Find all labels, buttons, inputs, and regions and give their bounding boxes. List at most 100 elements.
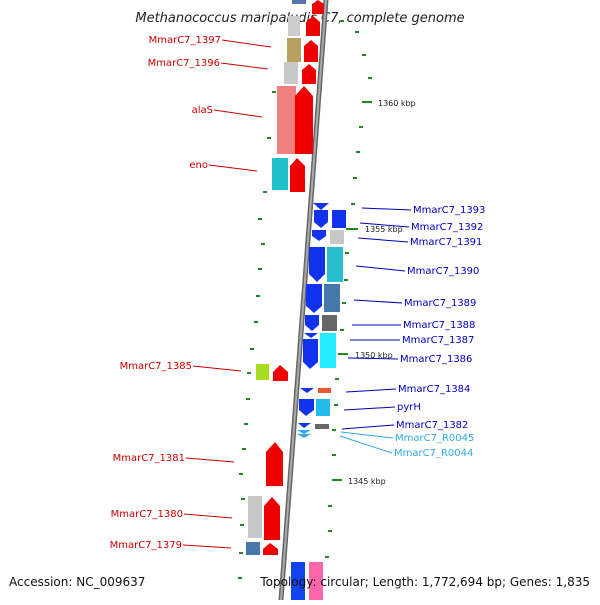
gene-block[interactable] (272, 158, 288, 190)
gene-arrow[interactable] (303, 339, 318, 369)
gene-label[interactable]: MmarC7_1397 (149, 35, 221, 46)
ruler-tick (334, 404, 338, 406)
gene-block[interactable] (292, 0, 306, 4)
gene-label[interactable]: MmarC7_1390 (407, 266, 479, 277)
gene-label[interactable]: MmarC7_R0045 (395, 433, 474, 444)
gene-block[interactable] (332, 210, 346, 228)
label-leader-line (357, 237, 409, 243)
label-leader-line (340, 431, 394, 439)
label-leader-line (347, 357, 399, 360)
gene-arrow[interactable] (290, 158, 305, 192)
gene-label[interactable]: MmarC7_1393 (413, 205, 485, 216)
gene-label[interactable]: MmarC7_1379 (110, 540, 182, 551)
gene-arrow[interactable] (263, 543, 278, 555)
rna-arrow[interactable] (297, 434, 311, 438)
gene-arrow[interactable] (266, 442, 283, 486)
ruler-tick (241, 498, 245, 500)
gene-block[interactable] (316, 399, 330, 416)
gene-label[interactable]: MmarC7_1384 (398, 384, 470, 395)
ruler-tick (239, 473, 243, 475)
gene-label[interactable]: eno (189, 160, 208, 171)
gene-block[interactable] (322, 315, 337, 331)
gene-arrow[interactable] (304, 40, 318, 62)
ruler-tick (258, 268, 262, 270)
label-leader-line (213, 109, 263, 118)
rna-arrow[interactable] (297, 430, 311, 434)
label-leader-line (343, 406, 396, 411)
gene-arrow[interactable] (304, 333, 318, 338)
ruler-tick (344, 279, 348, 281)
gene-label[interactable]: MmarC7_1396 (148, 58, 220, 69)
gene-label[interactable]: pyrH (397, 402, 421, 413)
gene-arrow[interactable] (312, 0, 324, 14)
label-leader-line (339, 435, 393, 454)
gene-block[interactable] (320, 333, 336, 368)
gene-label[interactable]: MmarC7_1382 (396, 420, 468, 431)
gene-label[interactable]: MmarC7_1392 (411, 222, 483, 233)
ruler-tick (342, 302, 346, 304)
gene-arrow[interactable] (273, 365, 288, 381)
right-strand-features (297, 203, 346, 438)
ruler-tick (340, 20, 344, 22)
gene-block[interactable] (291, 562, 305, 600)
scale-label: 1345 kbp (348, 477, 386, 486)
ruler-tick (328, 505, 332, 507)
ruler-tick (238, 577, 242, 579)
gene-block[interactable] (330, 230, 344, 244)
gene-block[interactable] (284, 62, 298, 84)
gene-arrow[interactable] (300, 388, 314, 393)
gene-label[interactable]: MmarC7_1388 (403, 320, 475, 331)
gene-arrow[interactable] (306, 16, 320, 36)
gene-block[interactable] (248, 496, 262, 538)
gene-arrow[interactable] (298, 423, 311, 428)
ruler-tick (263, 191, 267, 193)
gene-block[interactable] (309, 562, 323, 600)
gene-block[interactable] (318, 388, 331, 393)
gene-block[interactable] (256, 364, 269, 380)
scale-label: 1350 kbp (355, 351, 393, 360)
ruler-tick (240, 524, 244, 526)
gene-arrow[interactable] (314, 210, 328, 228)
gene-arrow[interactable] (313, 203, 329, 210)
gene-label[interactable]: alaS (192, 105, 213, 116)
ruler-tick (356, 151, 360, 153)
gene-arrow[interactable] (295, 86, 313, 154)
ruler-tick (351, 203, 355, 205)
gene-label[interactable]: MmarC7_1387 (402, 335, 474, 346)
ruler-tick (246, 398, 250, 400)
ruler-tick (244, 423, 248, 425)
gene-arrow[interactable] (305, 315, 319, 331)
ruler-tick (332, 454, 336, 456)
label-leader-line (208, 164, 258, 172)
gene-block[interactable] (324, 284, 340, 312)
gene-arrow[interactable] (299, 399, 314, 416)
gene-block[interactable] (287, 38, 301, 62)
left-strand-features (246, 0, 324, 600)
gene-label[interactable]: MmarC7_R0044 (394, 448, 473, 459)
gene-label[interactable]: MmarC7_1380 (111, 509, 183, 520)
gene-block[interactable] (315, 424, 329, 429)
gene-block[interactable] (277, 86, 296, 154)
gene-block[interactable] (246, 542, 260, 555)
ruler-tick (362, 54, 366, 56)
gene-label[interactable]: MmarC7_1381 (113, 453, 185, 464)
ruler-tick (272, 91, 276, 93)
label-leader-line (341, 424, 395, 430)
gene-arrow[interactable] (264, 497, 280, 540)
scale-label: 1360 kbp (378, 99, 416, 108)
gene-label[interactable]: MmarC7_1385 (120, 361, 192, 372)
gene-arrow[interactable] (302, 64, 316, 84)
gene-block[interactable] (327, 247, 343, 282)
gene-label[interactable]: MmarC7_1386 (400, 354, 472, 365)
gene-label[interactable]: MmarC7_1391 (410, 237, 482, 248)
gene-arrow[interactable] (309, 247, 325, 282)
gene-block[interactable] (288, 16, 300, 36)
gene-label[interactable]: MmarC7_1389 (404, 298, 476, 309)
ruler-tick (340, 329, 344, 331)
right-gene-labels: MmarC7_1393 MmarC7_1392 MmarC7_1391 MmarC7_… (339, 205, 485, 459)
gene-arrow[interactable] (306, 284, 322, 313)
gene-arrow[interactable] (312, 230, 326, 241)
label-leader-line (221, 39, 272, 48)
